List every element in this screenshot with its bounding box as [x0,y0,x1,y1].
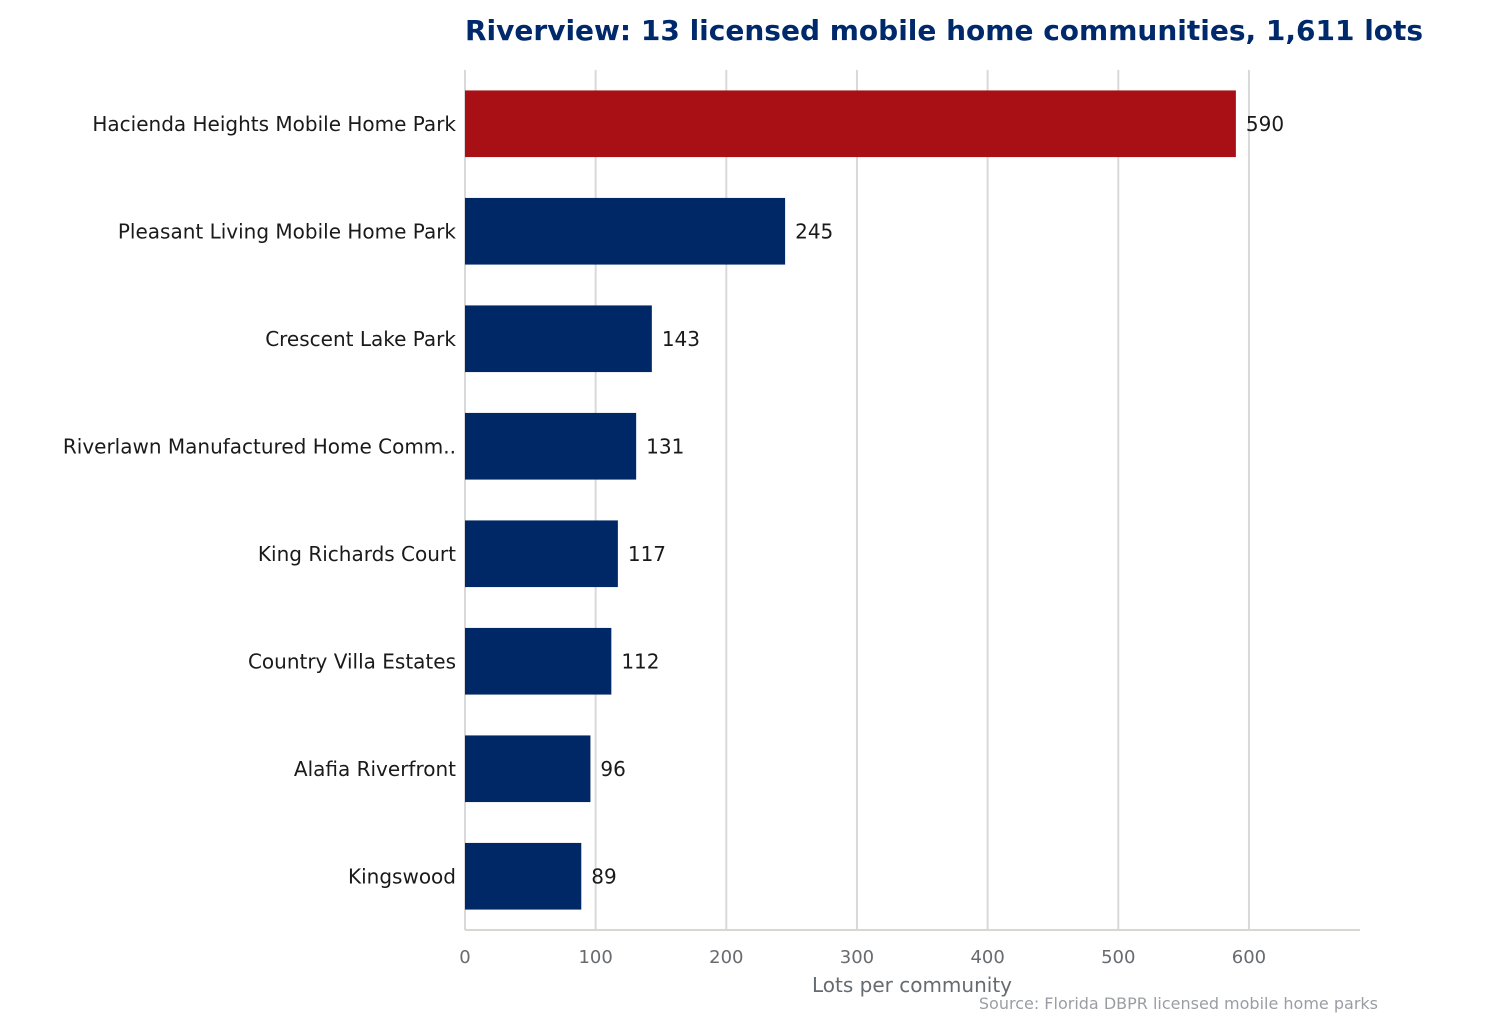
value-label: 590 [1246,112,1284,136]
bar [465,842,582,910]
value-label: 96 [600,757,625,781]
bar [465,627,612,695]
bar [465,520,618,588]
category-label: Country Villa Estates [248,649,456,673]
category-label: Hacienda Heights Mobile Home Park [92,112,456,136]
x-tick-label: 100 [578,947,612,968]
x-tick-label: 300 [840,947,874,968]
value-labels: 590 245 143 131 117 112 96 89 [591,112,1284,889]
bar [465,305,652,373]
x-tick-label: 600 [1232,947,1266,968]
source-note: Source: Florida DBPR licensed mobile hom… [979,994,1378,1013]
category-label: Crescent Lake Park [265,327,456,351]
category-label: Pleasant Living Mobile Home Park [118,219,457,243]
x-tick-labels: 0 100 200 300 400 500 600 [459,947,1266,968]
x-tick-label: 400 [970,947,1004,968]
category-label: Alafia Riverfront [294,757,456,781]
category-label: King Richards Court [258,542,456,566]
value-label: 245 [795,219,833,243]
category-label: Riverlawn Manufactured Home Comm.. [63,434,456,458]
value-label: 117 [628,542,666,566]
x-tick-label: 200 [709,947,743,968]
value-label: 112 [621,649,659,673]
category-label: Kingswood [348,864,456,888]
x-tick-label: 500 [1101,947,1135,968]
x-axis-label: Lots per community [812,973,1012,997]
chart-title: Riverview: 13 licensed mobile home commu… [465,14,1423,47]
value-label: 131 [646,434,684,458]
category-labels: Hacienda Heights Mobile Home Park Pleasan… [63,112,457,889]
bar [465,90,1236,158]
value-label: 89 [591,864,616,888]
value-label: 143 [662,327,700,351]
x-tick-label: 0 [459,947,470,968]
bar [465,735,591,803]
bar [465,197,786,265]
bars [465,90,1236,910]
bar [465,412,637,480]
